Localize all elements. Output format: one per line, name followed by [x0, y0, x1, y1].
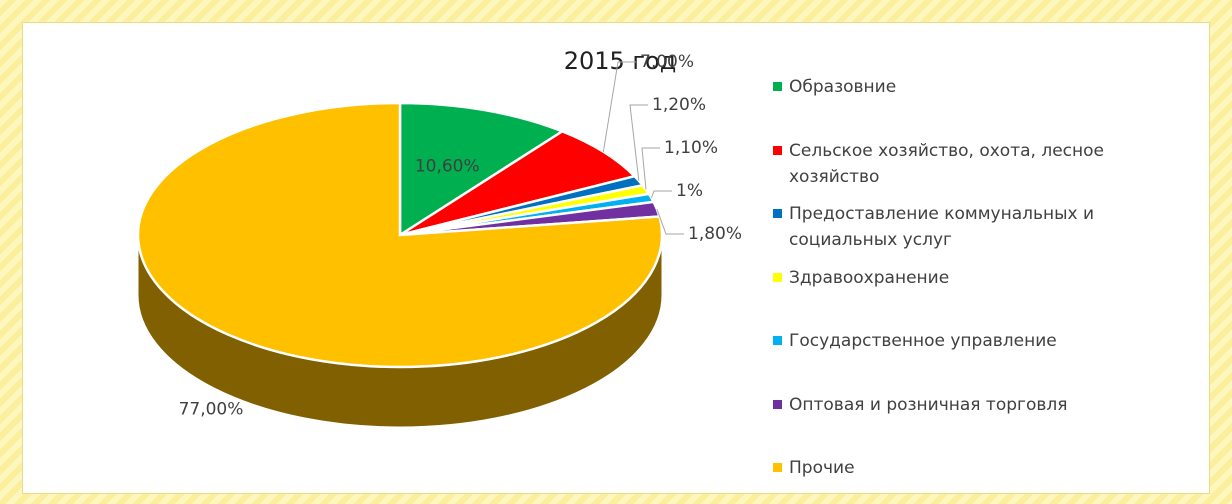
legend-label: Прочие — [789, 458, 855, 478]
legend-label: Оптовая и розничная торговля — [789, 394, 1068, 415]
legend-item: Прочие — [773, 455, 1153, 481]
chart-title: 2015 год — [564, 47, 677, 75]
legend-label: Предоставление коммунальных и социальных… — [789, 204, 1095, 250]
legend-label: Сельское хозяйство, охота, лесное хозяйс… — [789, 140, 1104, 187]
leader-line — [641, 147, 660, 190]
leader-line — [656, 209, 684, 235]
data-label: 1,20% — [652, 95, 706, 115]
legend-swatch — [773, 399, 782, 409]
legend-label: Образовние — [789, 77, 897, 97]
legend-item: Образовние — [773, 74, 1153, 100]
data-label: 7,00% — [640, 52, 694, 72]
pie-top — [136, 101, 664, 369]
legend-label: Здравоохранение — [789, 267, 950, 288]
legend-item: Оптовая и розничная торговля — [773, 392, 1153, 418]
pie-slice — [136, 101, 664, 369]
data-label: 1% — [676, 181, 703, 201]
legend-swatch — [773, 336, 782, 345]
legend-swatch — [773, 209, 782, 218]
legend-swatch — [773, 145, 782, 155]
legend-item: Сельское хозяйство, охота, лесное хозяйс… — [773, 138, 1153, 190]
leader-line — [602, 61, 636, 152]
data-label: 77,00% — [179, 400, 244, 420]
leader-line — [650, 190, 672, 199]
legend-item: Здравоохранение — [773, 265, 1153, 291]
data-label: 1,10% — [664, 138, 718, 158]
data-label: 1,80% — [688, 224, 742, 244]
legend-item: Предоставление коммунальных и социальных… — [773, 201, 1153, 253]
data-label: 10,60% — [415, 156, 480, 176]
pie-slice — [398, 101, 566, 238]
legend-swatch — [773, 82, 782, 91]
legend-label: Государственное управление — [789, 331, 1057, 351]
legend-swatch — [773, 272, 782, 282]
legend-swatch — [773, 463, 782, 472]
legend-item: Государственное управление — [773, 328, 1153, 354]
leader-line — [629, 104, 648, 181]
